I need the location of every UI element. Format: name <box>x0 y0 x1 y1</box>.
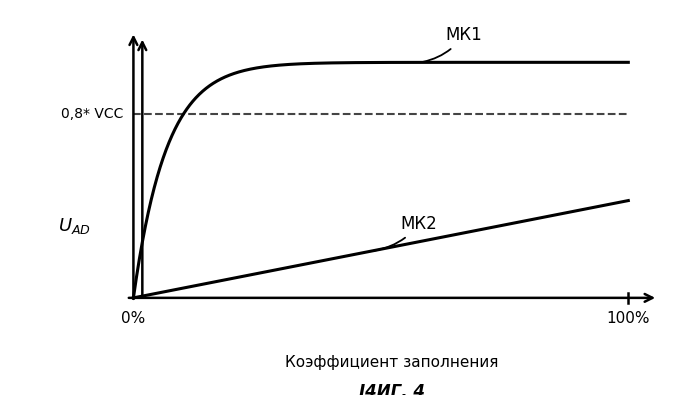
Text: $U_{AD}$: $U_{AD}$ <box>57 216 90 236</box>
Text: 100%: 100% <box>607 310 650 325</box>
Text: І4ИГ. 4: І4ИГ. 4 <box>359 383 425 395</box>
Text: 0%: 0% <box>121 310 146 325</box>
Text: 0,8* VCC: 0,8* VCC <box>61 107 123 120</box>
Text: МК2: МК2 <box>374 215 438 251</box>
Text: МК1: МК1 <box>424 26 482 62</box>
Text: Коэффициент заполнения: Коэффициент заполнения <box>286 356 498 371</box>
